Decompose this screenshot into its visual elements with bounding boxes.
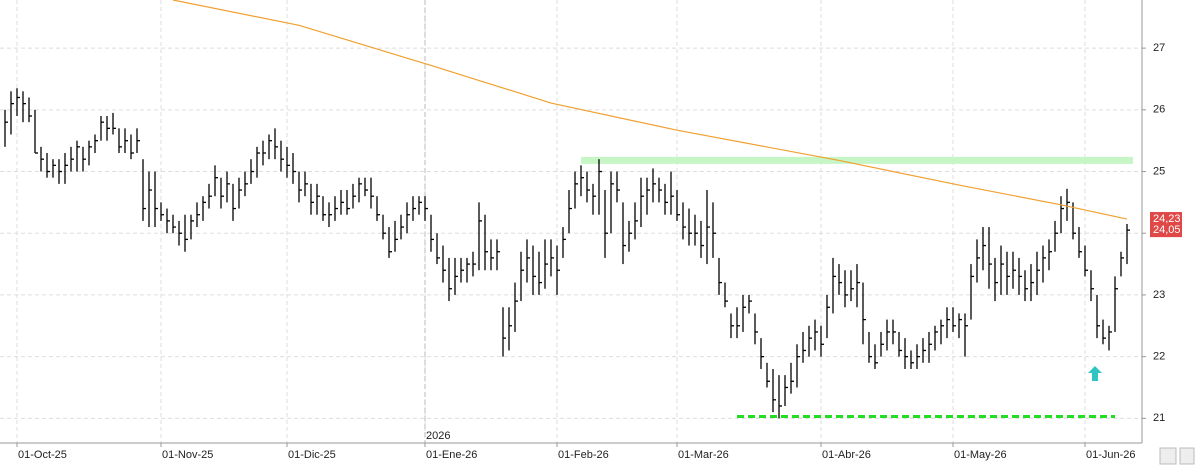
grid bbox=[0, 0, 1142, 443]
x-tick-label: 01-Nov-25 bbox=[162, 449, 213, 461]
x-tick-label: 01-Feb-26 bbox=[558, 449, 609, 461]
arrow-icon bbox=[1088, 366, 1102, 381]
x-tick-label: 01-Ene-26 bbox=[426, 449, 477, 461]
x-tick-label: 01-Mar-26 bbox=[678, 449, 729, 461]
y-tick-label: 22 bbox=[1153, 351, 1165, 363]
price-label: 24,23 bbox=[1153, 213, 1181, 225]
x-tick-label: 01-Oct-25 bbox=[18, 449, 67, 461]
y-tick-label: 21 bbox=[1153, 412, 1165, 424]
moving-average bbox=[172, 0, 1128, 220]
menu-button[interactable] bbox=[1179, 447, 1195, 465]
price-label-box bbox=[1150, 212, 1182, 227]
x-tick-label: 01-Dic-25 bbox=[288, 449, 336, 461]
x-tick-label: 01-Abr-26 bbox=[822, 449, 871, 461]
price-label: 24,05 bbox=[1153, 224, 1181, 236]
y-tick-label: 23 bbox=[1153, 289, 1165, 301]
y-tick-label: 26 bbox=[1153, 104, 1165, 116]
y-tick-label: 25 bbox=[1153, 165, 1165, 177]
x-tick-label: 01-Jun-26 bbox=[1086, 449, 1136, 461]
price-label-box bbox=[1150, 223, 1182, 238]
zoom-button[interactable] bbox=[1159, 447, 1177, 465]
x-tick-label: 01-May-26 bbox=[954, 449, 1007, 461]
y-tick-label: 27 bbox=[1153, 42, 1165, 54]
year-label: 2026 bbox=[426, 430, 450, 442]
marks bbox=[4, 0, 1133, 419]
